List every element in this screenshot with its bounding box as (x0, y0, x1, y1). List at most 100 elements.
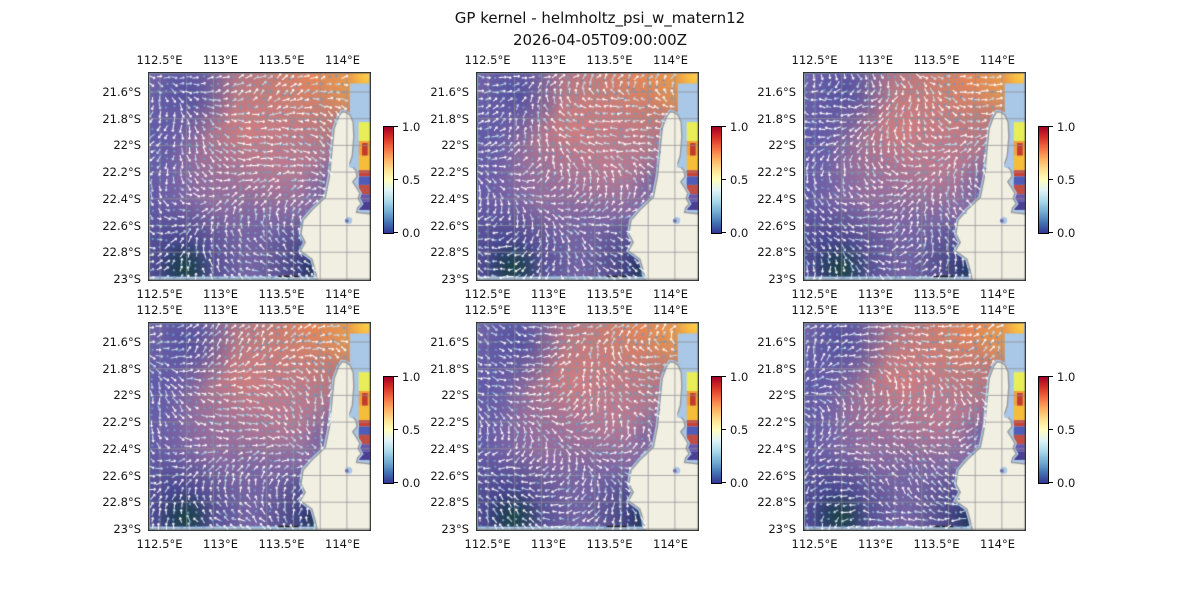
y-tick-label: 22.2°S (102, 415, 141, 430)
colorbar-tick-mark (722, 375, 726, 377)
y-tick-label: 22.4°S (102, 191, 141, 206)
colorbar-tick-mark (722, 125, 726, 127)
map-canvas (803, 322, 1026, 531)
y-tick-label: 22.8°S (757, 245, 796, 260)
y-tick-label: 21.6°S (430, 85, 469, 99)
colorbar-tick-mark (1049, 231, 1053, 233)
x-tick-label-top: 113°E (203, 303, 238, 317)
y-tick-label: 22.6°S (757, 468, 796, 483)
x-tick-label-top: 114°E (653, 303, 688, 317)
colorbar-tick-mark (722, 481, 726, 483)
y-tick-label: 22.4°S (430, 191, 469, 206)
colorbar-tick-mark (394, 125, 398, 127)
y-tick-label: 21.6°S (757, 85, 796, 99)
y-tick-label: 22°S (113, 388, 141, 403)
y-tick-label: 22.6°S (430, 218, 469, 233)
colorbar-tick-mark (394, 375, 398, 377)
x-tick-label-bottom: 113°E (858, 287, 893, 301)
y-tick-label: 22.8°S (757, 495, 796, 510)
y-tick-label: 22°S (768, 388, 796, 403)
x-tick-label-bottom: 114°E (325, 537, 360, 551)
y-tick-label: 23°S (441, 521, 469, 536)
map-panel: 1.0 0.5 0.0 112.5°E 113°E 113.5°E 114°E 112.5°… (414, 48, 769, 307)
map-box (476, 322, 699, 531)
map-panel: 1.0 0.5 0.0 112.5°E 113°E 113.5°E 114°E 112.5°… (86, 298, 441, 557)
colorbar-tick-mark (722, 178, 726, 180)
colorbar-tick-label: 0.0 (402, 225, 421, 240)
y-tick-label: 22.2°S (757, 415, 796, 430)
x-tick-label-top: 112.5°E (136, 53, 183, 67)
x-tick-label-top: 112.5°E (464, 53, 511, 67)
y-tick-label: 22.8°S (430, 495, 469, 510)
x-tick-label-top: 113.5°E (258, 53, 305, 67)
colorbar-tick-mark (722, 231, 726, 233)
x-tick-label-top: 114°E (325, 303, 360, 317)
map-canvas (148, 72, 371, 281)
x-tick-label-top: 113.5°E (258, 303, 305, 317)
x-tick-label-top: 113°E (531, 53, 566, 67)
y-tick-label: 21.8°S (430, 361, 469, 376)
x-tick-label-bottom: 113.5°E (586, 287, 633, 301)
y-tick-label: 21.6°S (102, 335, 141, 349)
x-tick-label-top: 114°E (325, 53, 360, 67)
colorbar-tick-label: 0.0 (730, 475, 749, 490)
colorbar-tick-label: 0.5 (1057, 422, 1076, 437)
map-canvas (476, 72, 699, 281)
y-tick-label: 22.6°S (430, 468, 469, 483)
colorbar-tick-label: 0.5 (402, 172, 421, 187)
map-box (148, 322, 371, 531)
map-panel: 1.0 0.5 0.0 112.5°E 113°E 113.5°E 114°E 112.5°… (741, 298, 1096, 557)
y-tick-label: 21.8°S (757, 111, 796, 126)
map-box (803, 322, 1026, 531)
colorbar-tick-label: 0.0 (1057, 475, 1076, 490)
x-tick-label-bottom: 114°E (980, 537, 1015, 551)
map-canvas (803, 72, 1026, 281)
y-tick-label: 21.8°S (102, 361, 141, 376)
map-box (803, 72, 1026, 281)
x-tick-label-bottom: 113°E (203, 287, 238, 301)
colorbar-tick-label: 1.0 (402, 119, 421, 134)
colorbar-tick-mark (722, 428, 726, 430)
x-tick-label-top: 112.5°E (464, 303, 511, 317)
colorbar-tick-label: 0.5 (1057, 172, 1076, 187)
x-tick-label-bottom: 113.5°E (258, 287, 305, 301)
colorbar-tick-label: 1.0 (1057, 369, 1076, 384)
figure-title: GP kernel - helmholtz_psi_w_matern12 (454, 9, 746, 27)
x-tick-label-bottom: 112.5°E (136, 287, 183, 301)
colorbar-tick-mark (394, 481, 398, 483)
x-tick-label-top: 112.5°E (791, 303, 838, 317)
figure-subtitle: 2026-04-05T09:00:00Z (513, 31, 687, 49)
colorbar: 1.0 0.5 0.0 (711, 370, 771, 490)
x-tick-label-bottom: 113.5°E (913, 287, 960, 301)
x-tick-label-top: 113°E (203, 53, 238, 67)
y-tick-label: 21.6°S (757, 335, 796, 349)
colorbar: 1.0 0.5 0.0 (1038, 120, 1098, 240)
colorbar-tick-label: 0.0 (402, 475, 421, 490)
map-panel: 1.0 0.5 0.0 112.5°E 113°E 113.5°E 114°E 112.5°… (86, 48, 441, 307)
y-tick-label: 22.4°S (430, 441, 469, 456)
colorbar-tick-label: 0.0 (1057, 225, 1076, 240)
colorbar-gradient (1038, 126, 1049, 234)
y-tick-label: 22°S (441, 388, 469, 403)
map-canvas (476, 322, 699, 531)
y-tick-label: 22.4°S (757, 441, 796, 456)
colorbar-gradient (711, 126, 722, 234)
x-tick-label-bottom: 113°E (858, 537, 893, 551)
y-tick-label: 22.2°S (430, 415, 469, 430)
x-tick-label-bottom: 112.5°E (464, 287, 511, 301)
x-tick-label-bottom: 114°E (980, 287, 1015, 301)
colorbar-tick-mark (1049, 481, 1053, 483)
y-tick-label: 23°S (113, 521, 141, 536)
colorbar-tick-mark (1049, 178, 1053, 180)
colorbar-tick-label: 0.5 (402, 422, 421, 437)
y-tick-label: 21.8°S (102, 111, 141, 126)
x-tick-label-top: 113°E (858, 303, 893, 317)
x-tick-label-bottom: 112.5°E (464, 537, 511, 551)
y-tick-label: 22.6°S (757, 218, 796, 233)
colorbar-tick-mark (1049, 125, 1053, 127)
x-tick-label-bottom: 112.5°E (791, 287, 838, 301)
x-tick-label-bottom: 114°E (653, 537, 688, 551)
x-tick-label-top: 112.5°E (791, 53, 838, 67)
map-box (476, 72, 699, 281)
